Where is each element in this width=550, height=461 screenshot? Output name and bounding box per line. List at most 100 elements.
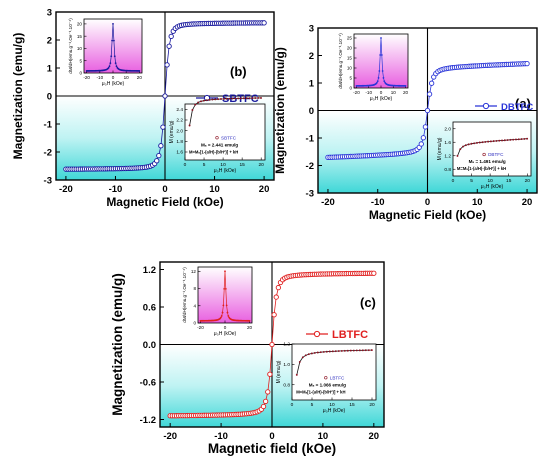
inset-fit-point xyxy=(358,349,361,352)
x-tick-label: 0 xyxy=(269,431,274,442)
y-tick-label: 0.0 xyxy=(143,340,156,351)
inset-fit-point xyxy=(307,353,310,356)
panel-label: (b) xyxy=(230,64,247,79)
inset-y-label: dM/dH(emu.g⁻¹.Oe⁻¹.10⁻⁴) xyxy=(338,33,343,89)
inset-x-tick-label: 20 xyxy=(369,402,375,408)
inset-y-tick-label: 4 xyxy=(193,303,196,308)
inset-y-tick-label: 5 xyxy=(79,58,82,63)
x-tick-label: 0 xyxy=(425,197,430,208)
inset-fit-point xyxy=(459,148,462,151)
inset-x-tick-label: 0 xyxy=(224,325,227,330)
inset-fit-point xyxy=(242,97,245,100)
data-point xyxy=(166,43,172,49)
inset-y-tick-label: 1.2 xyxy=(283,342,290,348)
inset-fit-point xyxy=(194,103,197,106)
inset-fit-point xyxy=(526,137,529,140)
inset-y-tick-label: 0 xyxy=(79,71,82,76)
inset-y-tick-label: 1.2 xyxy=(444,153,451,159)
x-tick-label: -10 xyxy=(371,197,385,208)
inset-x-tick-label: 10 xyxy=(124,75,130,80)
inset-fit-point xyxy=(506,139,509,141)
inset-dmdh-point xyxy=(109,62,112,65)
data-point xyxy=(156,152,162,159)
inset-y-label: M (emu/g) xyxy=(276,360,282,383)
inset-equation: M=Mₛ[1-(a/H)-(b/H²)] + kH xyxy=(457,166,506,171)
data-point xyxy=(273,294,279,300)
inset-dmdh-point xyxy=(112,39,115,42)
inset-fit-point xyxy=(520,138,523,141)
inset-fit-point xyxy=(191,109,194,111)
inset-fit-point xyxy=(205,99,208,102)
inset-x-tick-label: -10 xyxy=(365,90,372,95)
data-point xyxy=(422,124,429,130)
inset-x-tick-label: -20 xyxy=(197,325,204,330)
inset-dmdh-point xyxy=(376,81,378,84)
inset-x-tick-label: 0 xyxy=(112,75,115,80)
inset-dmdh-point xyxy=(107,66,110,69)
inset-y-tick-label: 2.4 xyxy=(176,107,183,113)
y-axis-label: Magnetization (emu/g) xyxy=(11,33,25,160)
y-tick-label: 3 xyxy=(309,24,314,35)
inset-ms-text: Mₛ = 1.066 emu/g xyxy=(309,382,346,387)
inset-dmdh-point xyxy=(379,54,382,56)
y-tick-label: 3 xyxy=(47,8,52,19)
inset-fit-point xyxy=(467,143,470,146)
inset-fit-point xyxy=(295,373,298,376)
inset-x-label: μ₀H (kOe) xyxy=(370,96,393,102)
inset-fit-point xyxy=(337,350,340,352)
inset-y-label: dM/dH(emu.g⁻¹.Oe⁻¹.10⁻⁴) xyxy=(182,267,187,323)
data-point xyxy=(262,398,269,405)
x-axis-label: Magnetic Field (kOe) xyxy=(106,195,223,209)
inset-legend-marker xyxy=(215,136,219,140)
inset-fit-point xyxy=(364,349,367,352)
y-tick-label: -3 xyxy=(44,176,52,187)
inset-y-label: dM/dH(emu.g⁻¹.Oe⁻¹.10⁻⁴) xyxy=(68,18,73,74)
data-point xyxy=(424,107,431,114)
inset-x-tick-label: 15 xyxy=(349,402,355,408)
data-point xyxy=(275,284,282,291)
data-point xyxy=(261,20,267,26)
data-point xyxy=(168,33,174,40)
panel-label: (c) xyxy=(360,295,376,310)
inset-legend-marker xyxy=(482,152,486,157)
y-tick-label: 1 xyxy=(47,64,53,75)
inset-dmdh-point xyxy=(222,304,225,307)
y-tick-label: 1 xyxy=(309,79,315,90)
x-tick-label: 0 xyxy=(162,184,167,195)
inset-fit-point xyxy=(316,351,319,354)
inset-fit-point xyxy=(222,97,225,100)
y-tick-label: 0 xyxy=(47,92,52,103)
inset-fit-point xyxy=(197,101,200,104)
y-tick-label: -1 xyxy=(44,120,53,131)
inset-fit-point xyxy=(489,140,492,143)
inset-dmdh-point xyxy=(248,319,251,322)
inset-fit-point xyxy=(361,349,364,352)
inset-dmdh-point xyxy=(377,77,380,79)
data-point xyxy=(271,312,277,318)
inset-fit-point xyxy=(231,97,234,100)
inset-dmdh-point xyxy=(138,70,141,72)
inset-dmdh-point xyxy=(383,80,386,82)
inset-dmdh-point xyxy=(380,54,383,56)
inset-dmdh-a: -20 -10 0 10 20 0 5 10 15 20 25 μ₀H (kOe) dM/dH(emu.… xyxy=(338,33,409,102)
inset-dmdh-point xyxy=(221,311,224,314)
inset-dmdh-point xyxy=(220,316,222,319)
data-point xyxy=(371,270,377,276)
y-tick-label: 0 xyxy=(309,106,314,117)
inset-y-tick-label: 20 xyxy=(77,22,83,27)
inset-fit-point xyxy=(208,98,211,101)
inset-fit-point xyxy=(301,356,304,359)
data-point xyxy=(418,141,424,147)
inset-fit-point xyxy=(495,139,498,142)
inset-x-tick-label: 5 xyxy=(203,162,206,168)
inset-fit-point xyxy=(346,349,349,352)
inset-x-label: μ₀H (kOe) xyxy=(481,184,504,190)
inset-dmdh-point xyxy=(112,23,114,25)
inset-y-tick-label: 2.0 xyxy=(176,128,183,134)
inset-fit-point xyxy=(352,349,355,352)
inset-fit-point xyxy=(228,97,231,100)
inset-y-tick-label: 0 xyxy=(193,321,196,326)
inset-y-tick-label: 0.8 xyxy=(283,382,290,388)
